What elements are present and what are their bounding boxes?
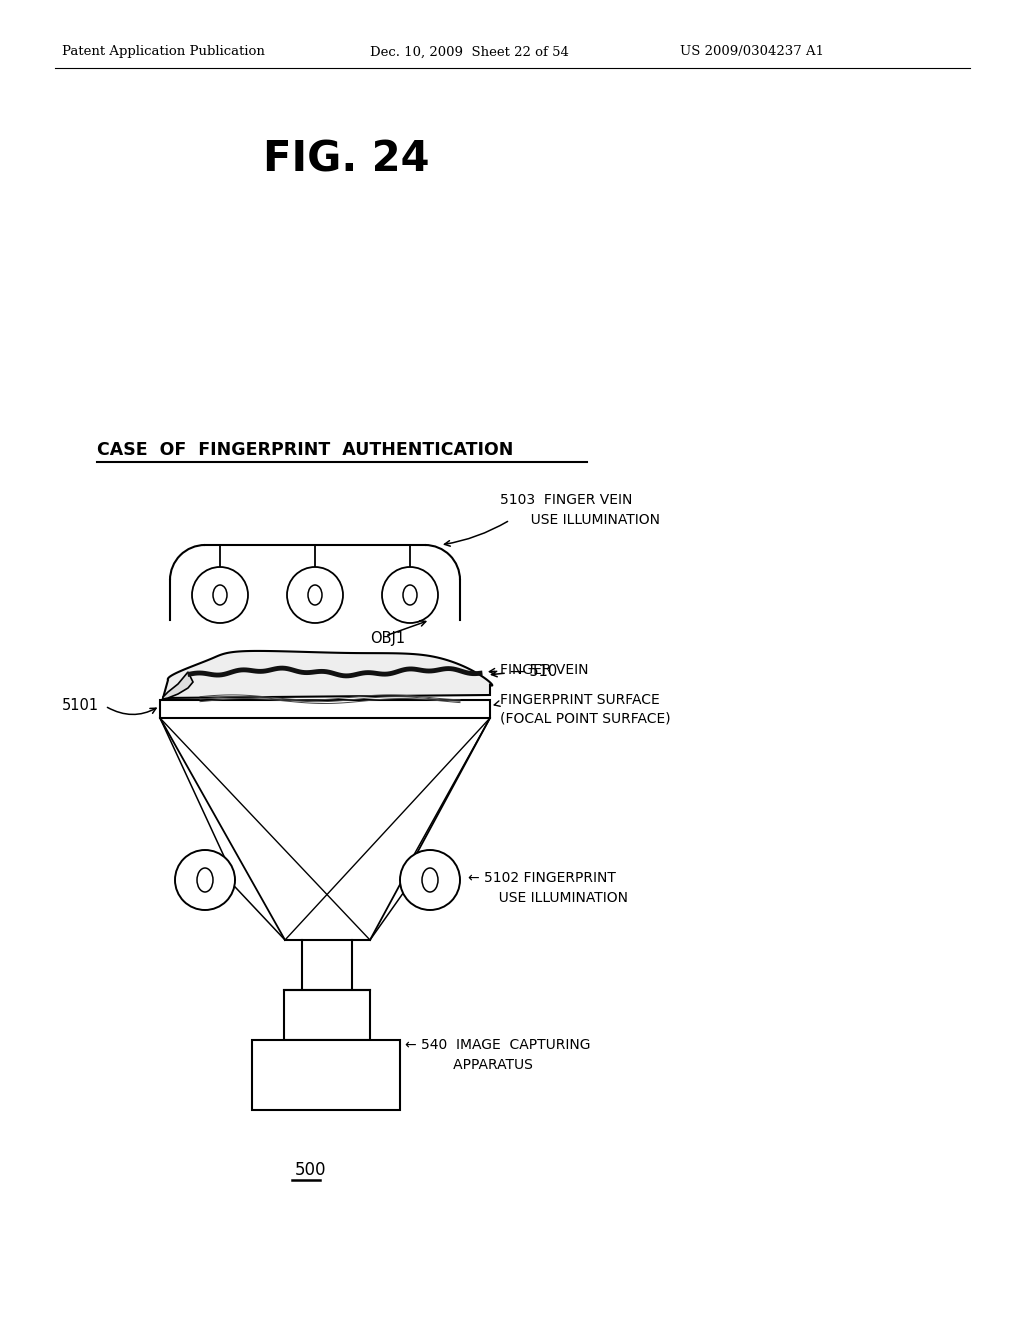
Text: 500: 500 <box>295 1162 327 1179</box>
Text: — 510: — 510 <box>510 664 557 680</box>
Circle shape <box>193 568 248 623</box>
Circle shape <box>382 568 438 623</box>
Bar <box>160 700 490 718</box>
Ellipse shape <box>422 869 438 892</box>
Bar <box>284 990 370 1040</box>
Text: FIG. 24: FIG. 24 <box>263 139 429 181</box>
Circle shape <box>400 850 460 909</box>
Text: APPARATUS: APPARATUS <box>406 1059 532 1072</box>
Ellipse shape <box>213 585 227 605</box>
Text: Dec. 10, 2009  Sheet 22 of 54: Dec. 10, 2009 Sheet 22 of 54 <box>370 45 569 58</box>
Ellipse shape <box>308 585 322 605</box>
Polygon shape <box>163 672 193 700</box>
Ellipse shape <box>403 585 417 605</box>
Circle shape <box>287 568 343 623</box>
Text: CASE  OF  FINGERPRINT  AUTHENTICATION: CASE OF FINGERPRINT AUTHENTICATION <box>97 441 513 459</box>
Text: ← 540  IMAGE  CAPTURING: ← 540 IMAGE CAPTURING <box>406 1038 591 1052</box>
Circle shape <box>175 850 234 909</box>
Text: FINGER VEIN: FINGER VEIN <box>500 663 589 677</box>
Text: (FOCAL POINT SURFACE): (FOCAL POINT SURFACE) <box>500 711 671 725</box>
Text: Patent Application Publication: Patent Application Publication <box>62 45 265 58</box>
Text: 5103  FINGER VEIN: 5103 FINGER VEIN <box>500 492 633 507</box>
Text: ← 5102 FINGERPRINT: ← 5102 FINGERPRINT <box>468 871 615 884</box>
Text: FINGERPRINT SURFACE: FINGERPRINT SURFACE <box>500 693 659 708</box>
Polygon shape <box>163 651 493 698</box>
Text: US 2009/0304237 A1: US 2009/0304237 A1 <box>680 45 824 58</box>
Text: 5101: 5101 <box>62 697 99 713</box>
Text: USE ILLUMINATION: USE ILLUMINATION <box>468 891 628 906</box>
Text: OBJ1: OBJ1 <box>370 631 406 645</box>
Ellipse shape <box>197 869 213 892</box>
Bar <box>252 1040 400 1110</box>
Text: USE ILLUMINATION: USE ILLUMINATION <box>500 513 660 527</box>
